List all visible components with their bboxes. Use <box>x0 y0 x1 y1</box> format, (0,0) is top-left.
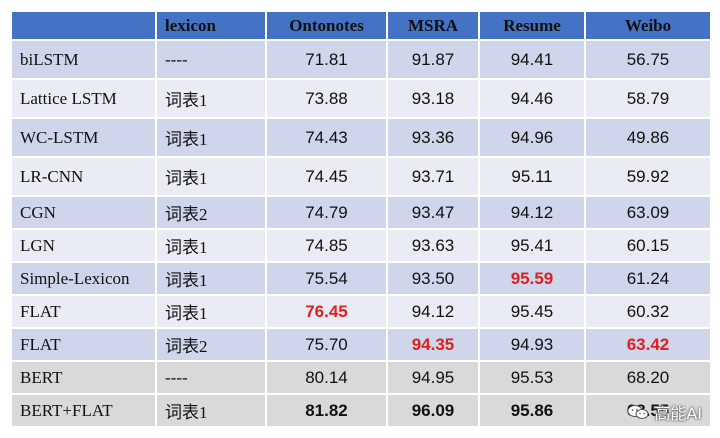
msra-cell: 93.71 <box>386 156 480 197</box>
resume-cell: 95.86 <box>478 393 586 428</box>
lexicon-cell: 词表1 <box>155 294 267 329</box>
model-cell: biLSTM <box>10 39 157 80</box>
ontonotes-cell-best: 76.45 <box>265 294 388 329</box>
header-weibo: Weibo <box>584 10 712 41</box>
model-cell: FLAT <box>10 327 157 362</box>
ontonotes-cell: 74.79 <box>265 195 388 230</box>
table-row: WC-LSTM 词表1 74.43 93.36 94.96 49.86 <box>10 117 712 158</box>
ontonotes-cell: 75.54 <box>265 261 388 296</box>
table-row: FLAT 词表2 75.70 94.35 94.93 63.42 <box>10 327 712 362</box>
model-cell: LR-CNN <box>10 156 157 197</box>
resume-cell: 95.41 <box>478 228 586 263</box>
msra-cell: 91.87 <box>386 39 480 80</box>
model-cell: FLAT <box>10 294 157 329</box>
table-row: BERT+FLAT 词表1 81.82 96.09 95.86 68.55 <box>10 393 712 428</box>
ontonotes-cell: 75.70 <box>265 327 388 362</box>
msra-cell: 93.36 <box>386 117 480 158</box>
header-resume: Resume <box>478 10 586 41</box>
msra-cell: 93.47 <box>386 195 480 230</box>
header-model <box>10 10 157 41</box>
table-row: FLAT 词表1 76.45 94.12 95.45 60.32 <box>10 294 712 329</box>
weibo-cell: 49.86 <box>584 117 712 158</box>
table-row: LGN 词表1 74.85 93.63 95.41 60.15 <box>10 228 712 263</box>
watermark: 高能AI <box>627 400 702 424</box>
resume-cell: 95.11 <box>478 156 586 197</box>
weibo-cell: 68.20 <box>584 360 712 395</box>
model-cell: LGN <box>10 228 157 263</box>
msra-cell: 93.63 <box>386 228 480 263</box>
msra-cell: 94.95 <box>386 360 480 395</box>
resume-cell: 94.46 <box>478 78 586 119</box>
header-row: lexicon Ontonotes MSRA Resume Weibo <box>10 10 712 41</box>
weibo-cell: 60.32 <box>584 294 712 329</box>
model-cell: WC-LSTM <box>10 117 157 158</box>
resume-cell: 95.45 <box>478 294 586 329</box>
table-row: biLSTM ---- 71.81 91.87 94.41 56.75 <box>10 39 712 80</box>
weibo-cell: 59.92 <box>584 156 712 197</box>
ontonotes-cell: 71.81 <box>265 39 388 80</box>
header-ontonotes: Ontonotes <box>265 10 388 41</box>
lexicon-cell: 词表1 <box>155 78 267 119</box>
msra-cell: 93.18 <box>386 78 480 119</box>
lexicon-cell: 词表1 <box>155 393 267 428</box>
ontonotes-cell: 80.14 <box>265 360 388 395</box>
table-row: LR-CNN 词表1 74.45 93.71 95.11 59.92 <box>10 156 712 197</box>
resume-cell-best: 95.59 <box>478 261 586 296</box>
header-msra: MSRA <box>386 10 480 41</box>
ontonotes-cell: 73.88 <box>265 78 388 119</box>
lexicon-cell: ---- <box>155 39 267 80</box>
results-table: lexicon Ontonotes MSRA Resume Weibo biLS… <box>10 10 712 428</box>
resume-cell: 95.53 <box>478 360 586 395</box>
resume-cell: 94.41 <box>478 39 586 80</box>
model-cell: Lattice LSTM <box>10 78 157 119</box>
model-cell: CGN <box>10 195 157 230</box>
header-lexicon: lexicon <box>155 10 267 41</box>
lexicon-cell: ---- <box>155 360 267 395</box>
resume-cell: 94.12 <box>478 195 586 230</box>
ontonotes-cell: 74.43 <box>265 117 388 158</box>
model-cell: BERT <box>10 360 157 395</box>
table-row: Lattice LSTM 词表1 73.88 93.18 94.46 58.79 <box>10 78 712 119</box>
msra-cell-best: 94.35 <box>386 327 480 362</box>
wechat-icon <box>627 404 649 420</box>
watermark-label: 高能AI <box>654 404 702 423</box>
model-cell: Simple-Lexicon <box>10 261 157 296</box>
weibo-cell: 63.09 <box>584 195 712 230</box>
msra-cell: 96.09 <box>386 393 480 428</box>
weibo-cell: 60.15 <box>584 228 712 263</box>
weibo-cell: 68.55 <box>584 393 712 428</box>
model-cell: BERT+FLAT <box>10 393 157 428</box>
resume-cell: 94.96 <box>478 117 586 158</box>
table-row: Simple-Lexicon 词表1 75.54 93.50 95.59 61.… <box>10 261 712 296</box>
ontonotes-cell: 74.85 <box>265 228 388 263</box>
lexicon-cell: 词表1 <box>155 228 267 263</box>
ontonotes-cell: 81.82 <box>265 393 388 428</box>
table-row: BERT ---- 80.14 94.95 95.53 68.20 <box>10 360 712 395</box>
weibo-cell: 56.75 <box>584 39 712 80</box>
weibo-cell-best: 63.42 <box>584 327 712 362</box>
lexicon-cell: 词表1 <box>155 117 267 158</box>
msra-cell: 94.12 <box>386 294 480 329</box>
lexicon-cell: 词表1 <box>155 156 267 197</box>
resume-cell: 94.93 <box>478 327 586 362</box>
weibo-cell: 58.79 <box>584 78 712 119</box>
ontonotes-cell: 74.45 <box>265 156 388 197</box>
lexicon-cell: 词表2 <box>155 195 267 230</box>
msra-cell: 93.50 <box>386 261 480 296</box>
lexicon-cell: 词表1 <box>155 261 267 296</box>
weibo-cell: 61.24 <box>584 261 712 296</box>
table-row: CGN 词表2 74.79 93.47 94.12 63.09 <box>10 195 712 230</box>
lexicon-cell: 词表2 <box>155 327 267 362</box>
